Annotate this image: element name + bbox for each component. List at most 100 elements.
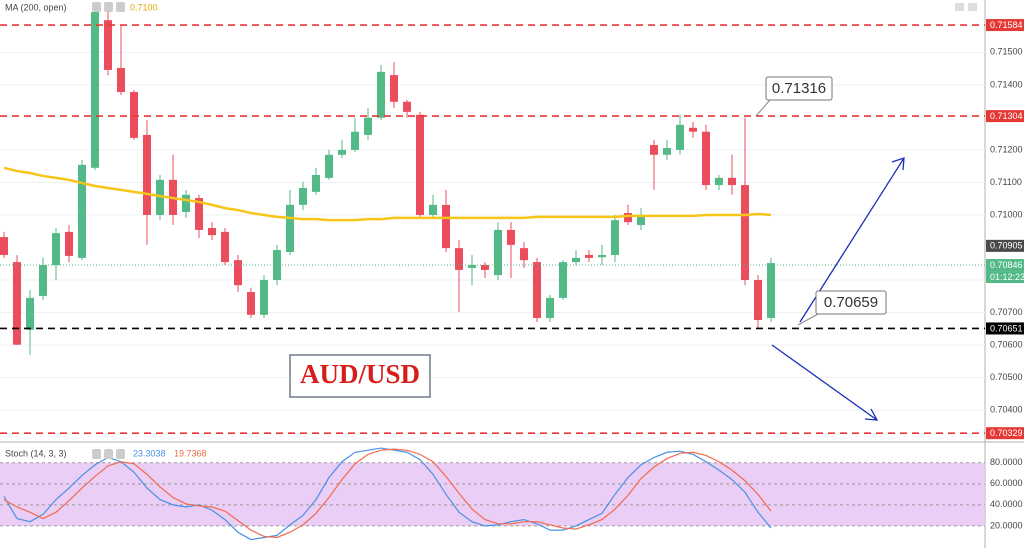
candle-body (637, 214, 645, 226)
candle-body (546, 297, 554, 319)
pane-controls (955, 3, 977, 11)
candle-body (416, 114, 424, 215)
candle-body (325, 154, 333, 178)
y-tick-label: 0.70500 (990, 372, 1023, 382)
y-tick-label: 0.71200 (990, 144, 1023, 154)
arrow-down (771, 344, 878, 421)
candle-body (468, 265, 476, 268)
callout-text: 0.71316 (772, 80, 826, 97)
candle-body (286, 204, 294, 253)
arrow-head (864, 408, 879, 421)
price-label: 0.70846 (990, 260, 1023, 270)
candle-body (52, 233, 60, 266)
callout-pointer (755, 99, 771, 117)
callout-box (765, 76, 833, 101)
candle-body (689, 127, 697, 132)
control-icon[interactable] (116, 449, 125, 459)
candle-body (559, 262, 567, 298)
candle-body (364, 117, 372, 135)
candle-body (429, 204, 437, 215)
grid-layer (0, 51, 985, 527)
candle-body (442, 204, 450, 249)
y-tick-label: 20.0000 (990, 520, 1023, 530)
candle-body (767, 263, 775, 319)
candle-body (390, 75, 398, 102)
candle-body (195, 198, 203, 230)
candle-body (650, 145, 658, 155)
candle-body (572, 257, 580, 263)
candle-body (533, 262, 541, 319)
y-tick-label: 0.70600 (990, 339, 1023, 349)
candle-body (39, 265, 47, 296)
candle-body (494, 229, 502, 276)
control-icon[interactable] (92, 2, 101, 12)
callout: 0.70659 (797, 290, 887, 326)
callout: 0.71316 (755, 76, 833, 117)
y-tick-label: 80.0000 (990, 457, 1023, 467)
control-icon[interactable] (92, 449, 101, 459)
y-tick-label: 0.71100 (990, 177, 1022, 187)
plot-layer (0, 4, 985, 541)
stoch-line (3, 448, 772, 539)
price-label-bg (986, 239, 1024, 252)
price-label-bg (986, 110, 1024, 123)
candle-body (221, 231, 229, 263)
candle-body (208, 227, 216, 236)
price-label-bg (986, 19, 1024, 32)
candle-body (78, 164, 86, 258)
price-label: 0.71304 (990, 111, 1023, 121)
callout-text: 0.70659 (824, 294, 878, 311)
candle-body (104, 20, 112, 70)
candle-body (182, 194, 190, 213)
pane-control[interactable] (955, 3, 964, 11)
candle-body (741, 185, 749, 280)
countdown: 01:12:23 (990, 272, 1024, 282)
candle-body (507, 229, 515, 245)
candle-body (117, 67, 125, 93)
candle-body (351, 131, 359, 150)
candle-body (702, 131, 710, 186)
candle-body (13, 262, 21, 345)
price-label: 0.70651 (990, 323, 1023, 333)
y-tick-label: 0.70700 (990, 307, 1023, 317)
y-tick-label: 0.71500 (990, 47, 1023, 57)
candle-body (754, 280, 762, 320)
arrow-head (891, 157, 905, 171)
price-label: 0.70905 (990, 241, 1023, 251)
legend-controls (92, 449, 125, 459)
control-icon[interactable] (116, 2, 125, 12)
candle-body (663, 147, 671, 155)
candle-body (715, 177, 723, 186)
callout-box (815, 290, 887, 315)
candle-body (455, 248, 463, 270)
candle-body (0, 237, 8, 255)
candle-body (377, 71, 385, 118)
candle-body (234, 260, 242, 286)
indicator-label: Stoch (14, 3, 3) (5, 448, 67, 458)
candle-body (91, 12, 99, 168)
candle-body (728, 177, 736, 186)
candle-body (338, 149, 346, 155)
pane-control[interactable] (968, 3, 977, 11)
control-icon[interactable] (104, 2, 113, 12)
chart-title: AUD/USD (300, 359, 420, 389)
moving-average (3, 166, 772, 222)
candle-body (260, 280, 268, 315)
price-label: 0.71584 (990, 20, 1023, 30)
indicator-value: 19.7368 (174, 448, 207, 458)
candle-body (481, 265, 489, 270)
callout-pointer (797, 313, 819, 326)
countdown-bg (986, 271, 1024, 284)
price-label-bg (986, 322, 1024, 335)
indicator-value: 23.3038 (133, 448, 166, 458)
candle-body (598, 254, 606, 258)
control-icon[interactable] (104, 449, 113, 459)
stoch-band (0, 462, 985, 526)
legend-controls (92, 2, 125, 12)
candle-body (611, 220, 619, 255)
candle-body (676, 124, 684, 150)
candle-body (299, 187, 307, 205)
indicator-value: 0.7100 (130, 2, 158, 12)
